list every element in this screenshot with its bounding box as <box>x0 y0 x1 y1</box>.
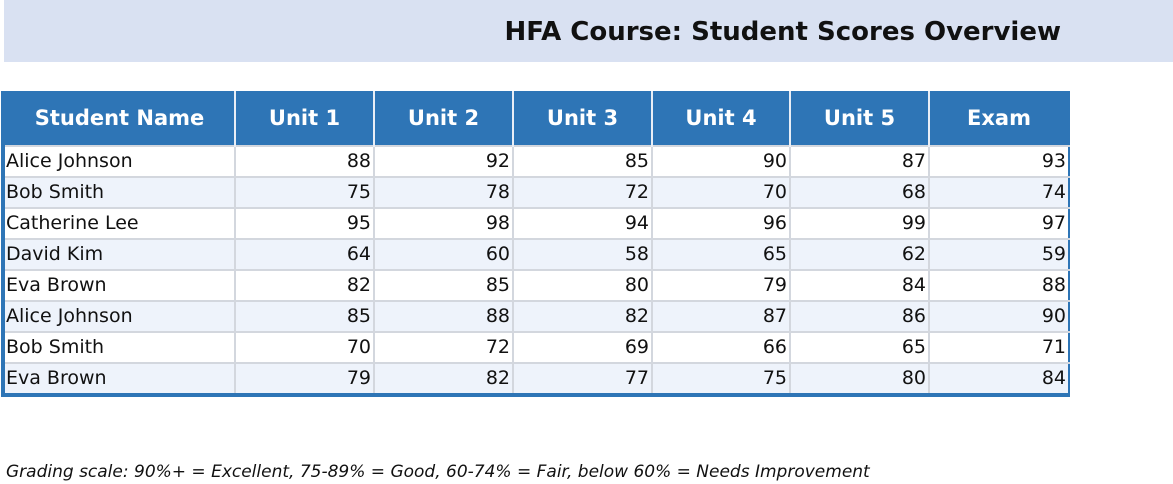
score-cell[interactable]: 87 <box>652 300 791 332</box>
score-cell[interactable]: 94 <box>513 207 653 239</box>
score-cell[interactable]: 79 <box>652 269 791 301</box>
score-cell[interactable]: 82 <box>374 362 514 395</box>
table-row: Alice Johnson 88 92 85 90 87 93 <box>3 145 1069 177</box>
score-cell[interactable]: 85 <box>374 269 514 301</box>
exam-score-cell[interactable]: 90 <box>929 300 1069 332</box>
score-cell[interactable]: 88 <box>235 145 375 177</box>
table-row: Bob Smith 75 78 72 70 68 74 <box>3 176 1069 208</box>
score-cell[interactable]: 70 <box>652 176 791 208</box>
header-row: Student Name Unit 1 Unit 2 Unit 3 Unit 4… <box>3 91 1069 146</box>
score-cell[interactable]: 86 <box>790 300 930 332</box>
student-name-cell[interactable]: Alice Johnson <box>3 145 236 177</box>
score-cell[interactable]: 65 <box>652 238 791 270</box>
student-name-cell[interactable]: David Kim <box>3 238 236 270</box>
score-cell[interactable]: 90 <box>652 145 791 177</box>
score-cell[interactable]: 77 <box>513 362 653 395</box>
score-cell[interactable]: 88 <box>374 300 514 332</box>
score-cell[interactable]: 72 <box>513 176 653 208</box>
table-row: Alice Johnson 85 88 82 87 86 90 <box>3 300 1069 332</box>
score-cell[interactable]: 69 <box>513 331 653 363</box>
exam-score-cell[interactable]: 93 <box>929 145 1069 177</box>
column-header-student-name[interactable]: Student Name <box>3 91 236 146</box>
table-row: Bob Smith 70 72 69 66 65 71 <box>3 331 1069 363</box>
exam-score-cell[interactable]: 88 <box>929 269 1069 301</box>
score-cell[interactable]: 70 <box>235 331 375 363</box>
column-header-unit-3[interactable]: Unit 3 <box>513 91 653 146</box>
table-row: Eva Brown 79 82 77 75 80 84 <box>3 362 1069 395</box>
score-cell[interactable]: 98 <box>374 207 514 239</box>
column-header-exam[interactable]: Exam <box>929 91 1069 146</box>
score-cell[interactable]: 96 <box>652 207 791 239</box>
student-name-cell[interactable]: Bob Smith <box>3 176 236 208</box>
score-cell[interactable]: 82 <box>235 269 375 301</box>
student-name-cell[interactable]: Eva Brown <box>3 362 236 395</box>
score-cell[interactable]: 87 <box>790 145 930 177</box>
column-header-unit-2[interactable]: Unit 2 <box>374 91 514 146</box>
column-header-unit-5[interactable]: Unit 5 <box>790 91 930 146</box>
score-cell[interactable]: 58 <box>513 238 653 270</box>
table-row: David Kim 64 60 58 65 62 59 <box>3 238 1069 270</box>
table-row: Catherine Lee 95 98 94 96 99 97 <box>3 207 1069 239</box>
score-cell[interactable]: 79 <box>235 362 375 395</box>
exam-score-cell[interactable]: 74 <box>929 176 1069 208</box>
score-cell[interactable]: 85 <box>235 300 375 332</box>
column-header-unit-1[interactable]: Unit 1 <box>235 91 375 146</box>
score-cell[interactable]: 62 <box>790 238 930 270</box>
exam-score-cell[interactable]: 59 <box>929 238 1069 270</box>
column-header-unit-4[interactable]: Unit 4 <box>652 91 791 146</box>
exam-score-cell[interactable]: 71 <box>929 331 1069 363</box>
student-name-cell[interactable]: Catherine Lee <box>3 207 236 239</box>
student-name-cell[interactable]: Bob Smith <box>3 331 236 363</box>
score-cell[interactable]: 66 <box>652 331 791 363</box>
exam-score-cell[interactable]: 84 <box>929 362 1069 395</box>
title-banner: HFA Course: Student Scores Overview <box>4 0 1173 62</box>
score-cell[interactable]: 80 <box>790 362 930 395</box>
score-cell[interactable]: 75 <box>652 362 791 395</box>
page-title: HFA Course: Student Scores Overview <box>504 17 1061 47</box>
score-cell[interactable]: 99 <box>790 207 930 239</box>
scores-table: Student Name Unit 1 Unit 2 Unit 3 Unit 4… <box>1 91 1070 397</box>
score-cell[interactable]: 82 <box>513 300 653 332</box>
exam-score-cell[interactable]: 97 <box>929 207 1069 239</box>
score-cell[interactable]: 84 <box>790 269 930 301</box>
grading-scale-note: Grading scale: 90%+ = Excellent, 75-89% … <box>6 462 870 482</box>
score-cell[interactable]: 92 <box>374 145 514 177</box>
score-cell[interactable]: 75 <box>235 176 375 208</box>
score-cell[interactable]: 65 <box>790 331 930 363</box>
score-cell[interactable]: 80 <box>513 269 653 301</box>
score-cell[interactable]: 68 <box>790 176 930 208</box>
score-cell[interactable]: 95 <box>235 207 375 239</box>
score-cell[interactable]: 60 <box>374 238 514 270</box>
score-cell[interactable]: 85 <box>513 145 653 177</box>
student-name-cell[interactable]: Alice Johnson <box>3 300 236 332</box>
table-row: Eva Brown 82 85 80 79 84 88 <box>3 269 1069 301</box>
score-cell[interactable]: 78 <box>374 176 514 208</box>
score-cell[interactable]: 64 <box>235 238 375 270</box>
score-cell[interactable]: 72 <box>374 331 514 363</box>
student-name-cell[interactable]: Eva Brown <box>3 269 236 301</box>
